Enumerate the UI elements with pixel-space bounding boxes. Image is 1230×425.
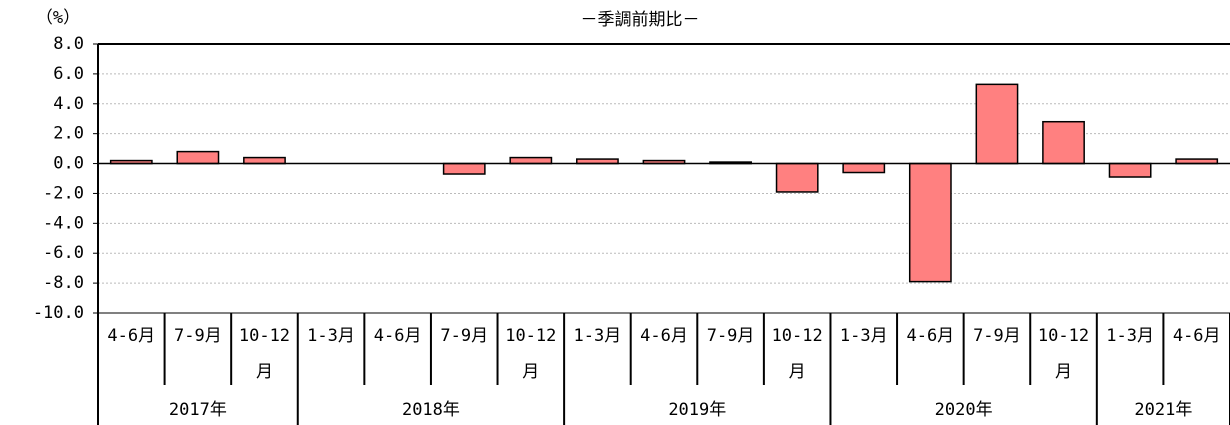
group-label: 2018年	[402, 400, 460, 420]
y-tick-label: -4.0	[43, 213, 84, 233]
bar	[975, 83, 1019, 165]
x-tick-label: 4-6月	[107, 326, 156, 346]
bar	[908, 162, 952, 283]
x-tick-label: 7-9月	[174, 326, 222, 346]
x-tick-label: 1-3月	[839, 326, 888, 346]
x-tick-label: 1-3月	[573, 326, 622, 346]
bar	[775, 162, 819, 193]
bar	[442, 162, 486, 175]
y-unit: （%）	[36, 8, 80, 28]
y-tick-label: 4.0	[53, 94, 84, 114]
bar	[1108, 162, 1152, 178]
bar	[243, 156, 286, 165]
x-tick-label: 10-12月	[238, 326, 291, 382]
group-label: 2017年	[169, 400, 227, 420]
x-tick-label: 10-12月	[771, 326, 823, 382]
x-tick-label: 7-9月	[973, 326, 1021, 346]
bar	[176, 150, 220, 165]
x-tick-label: 10-12月	[1037, 326, 1090, 382]
x-tick-label: 4-6月	[373, 326, 422, 346]
x-tick-label: 1-3月	[307, 326, 355, 346]
x-tick-label: 4-6月	[906, 326, 955, 346]
x-tick-label: 4-6月	[640, 326, 688, 346]
x-tick-label: 7-9月	[706, 326, 755, 346]
y-tick-label: 0.0	[53, 154, 84, 174]
y-tick-label: -6.0	[43, 243, 84, 263]
x-tick-label: 4-6月	[1172, 326, 1221, 346]
y-tick-label: -2.0	[43, 183, 84, 203]
group-label: 2021年	[1134, 400, 1192, 420]
bar	[509, 156, 553, 165]
x-tick-label: 7-9月	[440, 326, 489, 346]
y-tick-label: -8.0	[43, 273, 84, 293]
chart-subtitle: －季調前期比－	[581, 10, 700, 30]
x-tick-label: 1-3月	[1106, 326, 1154, 346]
group-label: 2020年	[935, 400, 993, 420]
y-tick-label: -10.0	[33, 303, 84, 323]
y-tick-label: 2.0	[53, 124, 84, 144]
x-tick-label: 10-12月	[505, 326, 557, 382]
y-tick-label: 8.0	[53, 34, 84, 54]
bar	[842, 162, 886, 174]
bar	[1042, 120, 1085, 165]
y-tick-label: 6.0	[53, 64, 84, 84]
group-label: 2019年	[668, 400, 726, 420]
